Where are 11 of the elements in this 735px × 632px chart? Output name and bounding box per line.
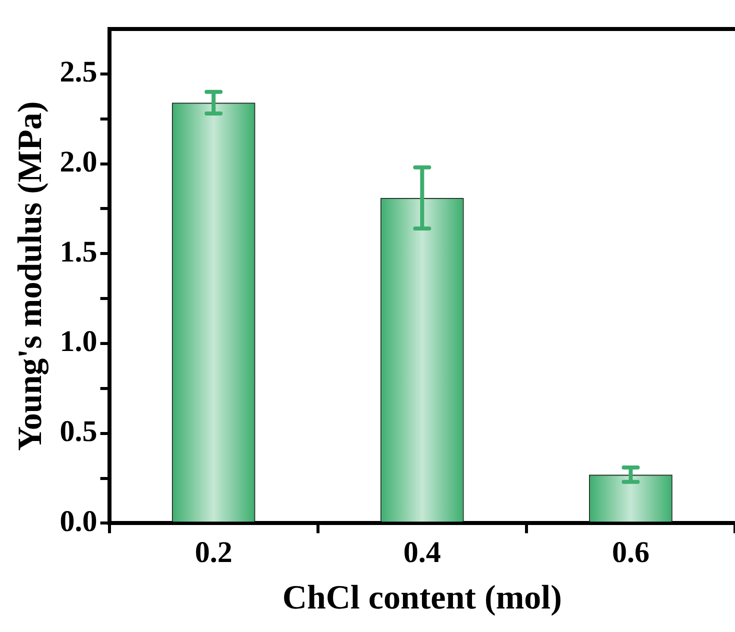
y-axis-title: Young's modulus (MPa) [12, 101, 50, 451]
x-tick-label: 0.6 [612, 536, 650, 569]
y-tick-label: 1.0 [60, 325, 98, 358]
x-axis-title: ChCl content (mol) [282, 579, 562, 616]
y-tick-label: 0.0 [60, 504, 98, 538]
y-tick-label: 2.5 [60, 56, 98, 89]
x-tick-label: 0.2 [194, 536, 232, 569]
y-tick-label: 2.0 [60, 146, 98, 179]
x-tick-label: 0.4 [403, 536, 441, 569]
y-tick-label: 1.5 [60, 235, 98, 268]
y-tick-label: 0.5 [60, 415, 98, 448]
